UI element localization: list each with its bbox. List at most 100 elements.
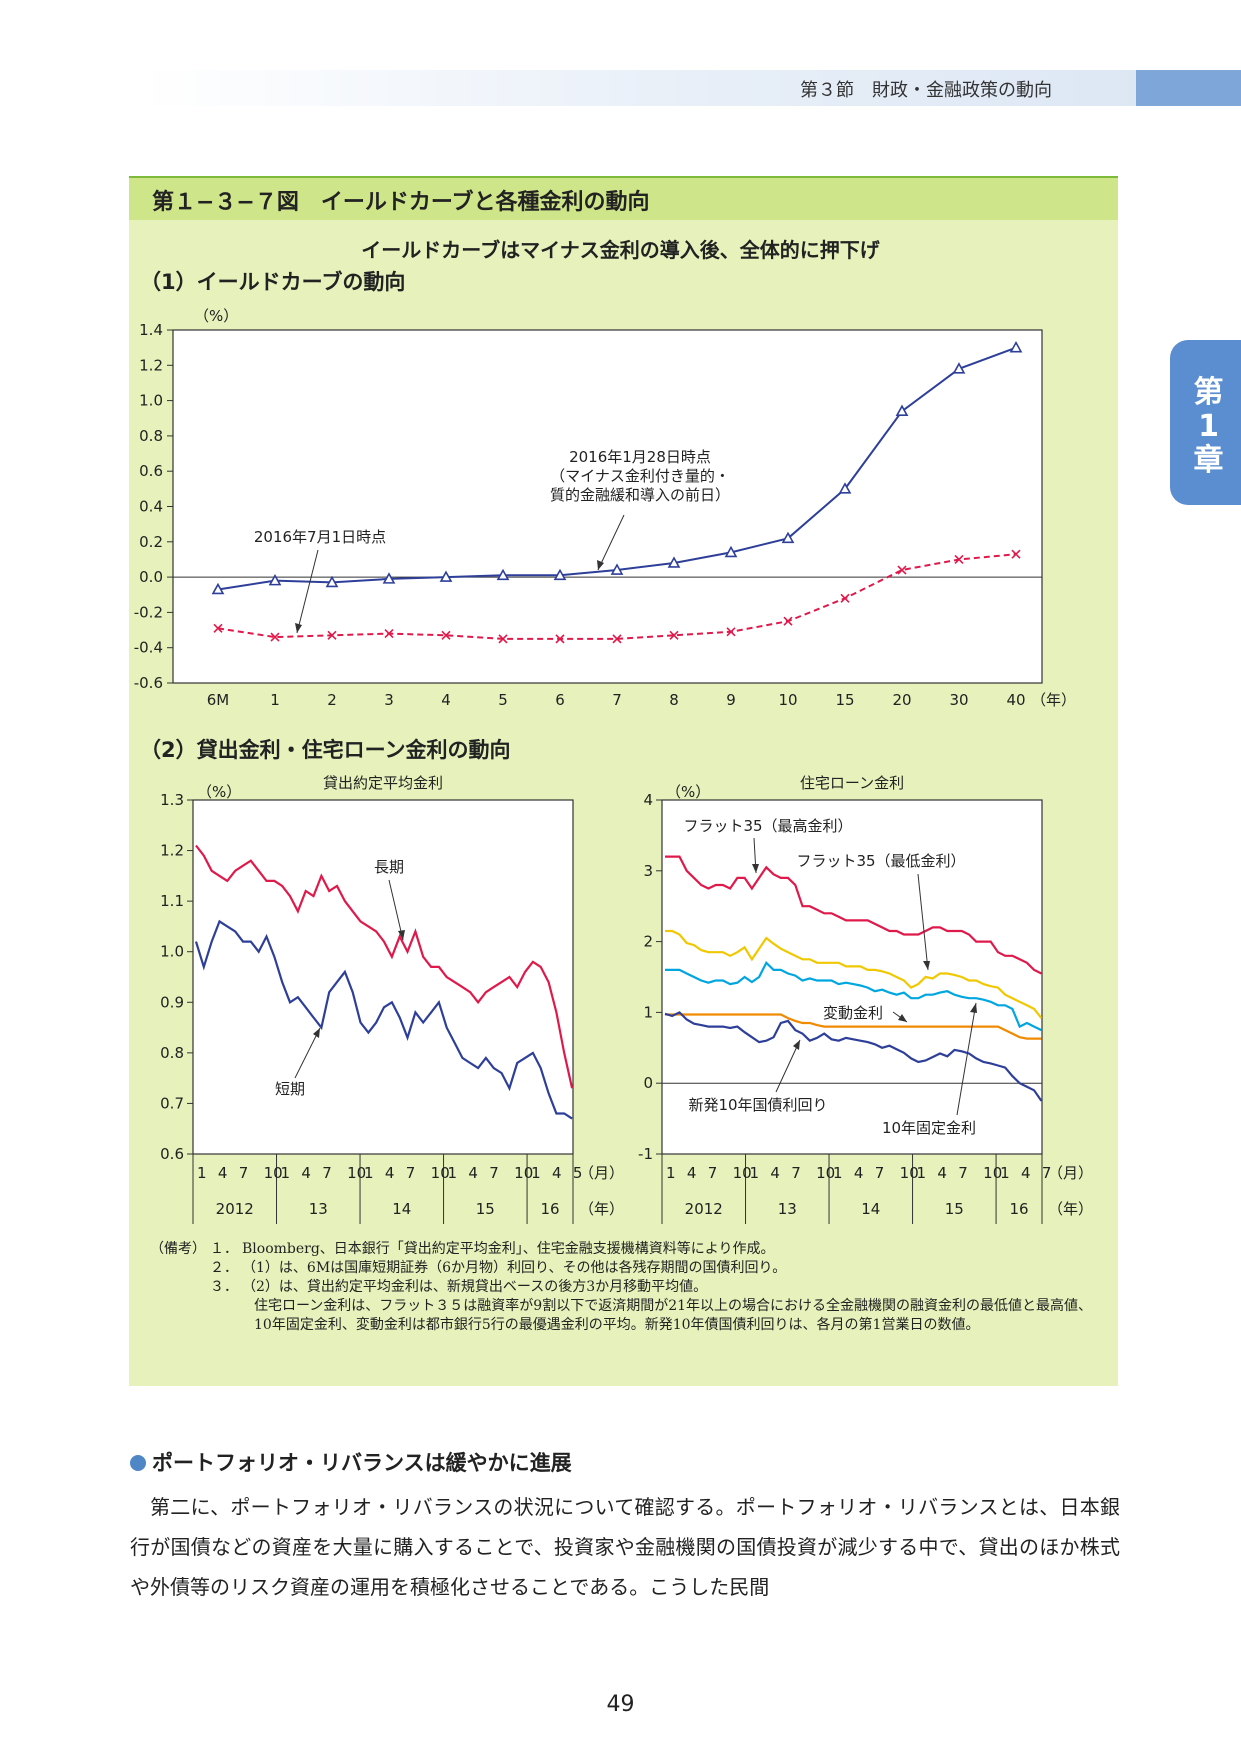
annotation-flat35-min: フラット35（最低金利） — [796, 852, 965, 870]
series-line-flat35-max — [665, 855, 1042, 975]
annotation-flat35-max: フラット35（最高金利） — [683, 817, 852, 835]
arrowhead — [923, 961, 930, 970]
x-tick-label: 6 — [555, 691, 565, 709]
data-point-x — [897, 565, 907, 575]
notes: （備考） １． Bloomberg、日本銀行「貸出約定平均金利」、住宅金融支援機… — [150, 1240, 1100, 1335]
data-point-triangle — [496, 568, 510, 581]
y-unit-label: （%） — [197, 783, 241, 801]
annotation-jul: 2016年7月1日時点 — [254, 528, 386, 546]
arrowhead — [398, 930, 405, 940]
arrowhead — [597, 560, 604, 570]
y-tick-label: 0.8 — [139, 427, 163, 445]
x-tick-label: 20 — [892, 691, 911, 709]
data-point-triangle — [553, 568, 567, 581]
arrowhead — [313, 1028, 320, 1038]
plot-area-lending — [192, 799, 574, 1155]
x-tick-label: 4 — [301, 1164, 311, 1182]
y-tick-label: 1.2 — [139, 356, 163, 374]
data-point-triangle — [382, 572, 396, 584]
arrowhead — [793, 1040, 800, 1050]
data-point-triangle — [439, 570, 453, 582]
note-text: Bloomberg、日本銀行「貸出約定平均金利」、住宅金融支援機構資料等により作… — [242, 1241, 775, 1257]
note-continuation: 住宅ローン金利は、フラット３５は融資率が9割以下で返済期間が21年以上の場合にお… — [254, 1298, 1093, 1333]
x-tick-label: 10 — [514, 1164, 533, 1182]
x-tick-label: 2 — [327, 691, 337, 709]
x-tick-label: 1 — [281, 1164, 291, 1182]
y-unit-label: （%） — [666, 783, 710, 801]
data-point-x — [954, 554, 964, 565]
year-label: 14 — [392, 1200, 411, 1218]
x-tick-label: 7 — [489, 1164, 499, 1182]
x-tick-label: 7 — [708, 1164, 718, 1182]
y-tick-label: -1 — [638, 1145, 653, 1163]
data-point-triangle — [325, 575, 339, 588]
arrowhead — [970, 1003, 977, 1013]
x-tick-label: 10 — [431, 1164, 450, 1182]
note-text: （2）は、貸出約定平均金利は、新規貸出ベースの後方3か月移動平均値。 — [242, 1279, 708, 1295]
header-tab — [1136, 70, 1241, 106]
series-line-jul — [217, 553, 1017, 640]
x-tick-label: 4 — [385, 1164, 395, 1182]
x-tick-label: 1 — [197, 1164, 207, 1182]
x-tick-label: 7 — [322, 1164, 332, 1182]
x-tick-label: 1 — [666, 1164, 676, 1182]
x-tick-label: 10 — [983, 1164, 1002, 1182]
year-label: 13 — [309, 1200, 328, 1218]
figure-title: 第１−３−７図 イールドカーブと各種金利の動向 — [152, 190, 650, 215]
x-tick-label: 1 — [531, 1164, 541, 1182]
figure-title-bar — [129, 176, 1118, 220]
year-label: 16 — [1009, 1200, 1028, 1218]
y-tick-label: 0.4 — [139, 498, 163, 516]
annotation-arrow — [597, 514, 625, 571]
data-point-x — [555, 634, 565, 644]
x-tick-label: 7 — [875, 1164, 885, 1182]
year-label: 13 — [778, 1200, 797, 1218]
data-point-x — [441, 630, 451, 640]
x-tick-label: 4 — [552, 1164, 562, 1182]
data-point-x — [726, 627, 736, 637]
annotation-variable: 変動金利 — [823, 1004, 883, 1022]
y-tick-label: 1.2 — [160, 842, 184, 860]
x-tick-label: 7 — [1042, 1164, 1052, 1182]
x-tick-label: 1 — [364, 1164, 374, 1182]
x-tick-label: 4 — [770, 1164, 780, 1182]
page-number: 49 — [606, 1692, 635, 1717]
y-tick-label: -0.4 — [134, 639, 163, 657]
y-tick-label: -0.2 — [134, 603, 163, 621]
data-point-x — [270, 632, 280, 642]
data-point-x — [213, 623, 223, 633]
year-label: 15 — [476, 1200, 495, 1218]
x-tick-label: 10 — [347, 1164, 366, 1182]
y-tick-label: 1.4 — [139, 321, 163, 339]
data-point-x — [612, 634, 622, 644]
annotation-jan: 2016年1月28日時点 — [569, 448, 711, 466]
x-tick-label: 1 — [750, 1164, 760, 1182]
x-tick-label: 7 — [958, 1164, 968, 1182]
x-tick-label: 5 — [498, 691, 508, 709]
y-tick-label: 1.0 — [160, 943, 184, 961]
annotation-jan: 質的金融緩和導入の前日） — [550, 486, 730, 504]
panel1-title: （1）イールドカーブの動向 — [140, 270, 406, 294]
y-tick-label: 0.0 — [139, 568, 163, 586]
year-label: 2012 — [685, 1200, 723, 1218]
chapter-tab-line2: 1 — [1198, 409, 1219, 444]
series-line-long — [195, 844, 574, 1089]
y-tick-label: 0.6 — [139, 462, 163, 480]
annotation-arrow — [294, 1027, 321, 1079]
body-heading-text: ポートフォリオ・リバランスは緩やかに進展 — [152, 1451, 572, 1475]
x-tick-label: 1 — [1000, 1164, 1010, 1182]
header-bar — [140, 70, 1140, 106]
x-tick-label: 10 — [264, 1164, 283, 1182]
x-tick-label: 4 — [468, 1164, 478, 1182]
year-label: 2012 — [216, 1200, 254, 1218]
series-line-flat35-min — [665, 929, 1043, 1019]
series-line-variable — [665, 960, 1042, 1032]
y-tick-label: 1 — [643, 1003, 653, 1021]
y-tick-label: 1.0 — [139, 392, 163, 410]
annotation-arrow — [775, 1039, 801, 1093]
annotation-arrow — [296, 549, 319, 634]
x-unit-label: （月） — [579, 1164, 624, 1182]
x-tick-label: 7 — [239, 1164, 249, 1182]
year-label: 16 — [540, 1200, 559, 1218]
x-tick-label: 40 — [1006, 691, 1025, 709]
